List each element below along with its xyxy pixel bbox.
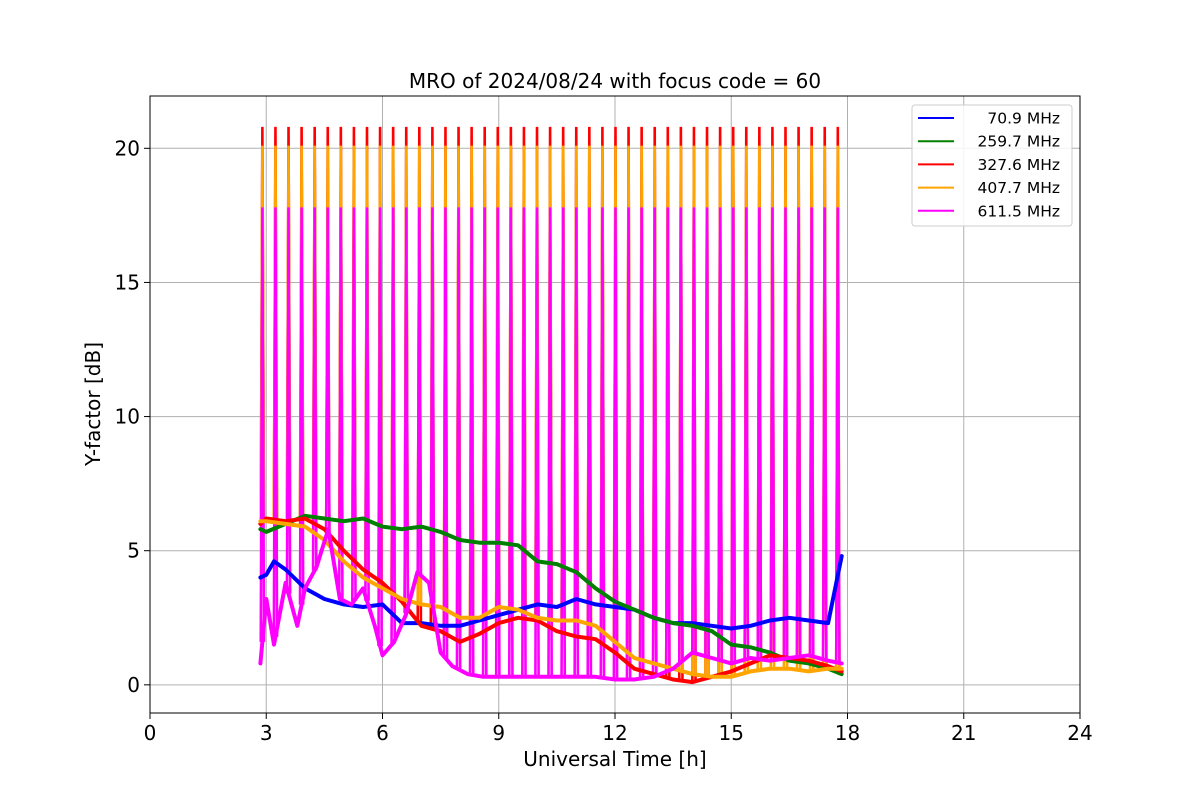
- x-tick-label: 12: [602, 721, 627, 745]
- calibration-spike: [677, 207, 684, 663]
- legend-label: 407.7 MHz: [978, 179, 1060, 197]
- x-axis-label: Universal Time [h]: [523, 747, 706, 771]
- calibration-spike: [560, 207, 567, 677]
- x-tick-label: 21: [951, 721, 976, 745]
- calibration-spike: [612, 207, 619, 680]
- series-lines: [258, 513, 844, 685]
- calibration-spike: [285, 207, 292, 594]
- calibration-spike: [625, 207, 632, 680]
- calibration-spike: [795, 207, 802, 657]
- y-tick-label: 0: [127, 673, 140, 697]
- calibration-spike: [507, 207, 514, 677]
- calibration-spike: [494, 207, 501, 677]
- calibration-spike: [599, 207, 606, 678]
- series-line: [258, 516, 844, 685]
- y-tick-label: 15: [115, 270, 140, 294]
- y-tick-label: 5: [127, 539, 140, 563]
- series-line: [258, 527, 844, 682]
- y-tick-label: 20: [115, 136, 140, 160]
- calibration-spike: [311, 207, 318, 571]
- calibration-spike: [730, 207, 737, 663]
- x-tick-label: 24: [1067, 721, 1092, 745]
- calibration-spike: [651, 207, 658, 677]
- series-line: [258, 519, 844, 679]
- calibration-spike: [298, 207, 305, 605]
- calibration-spike: [377, 207, 383, 647]
- calibration-spike: [534, 207, 540, 677]
- y-axis-ticks: 0 5 10 15 20: [115, 136, 150, 697]
- calibration-spike: [337, 207, 344, 600]
- legend-box: [911, 104, 1073, 227]
- x-tick-label: 0: [144, 721, 157, 745]
- x-tick-label: 15: [719, 721, 744, 745]
- x-tick-label: 9: [492, 721, 505, 745]
- y-tick-label: 10: [115, 405, 140, 429]
- legend: 70.9 MHz 259.7 MHz 327.6 MHz 407.7 MHz 611.5…: [911, 104, 1073, 227]
- calibration-spike: [521, 207, 527, 677]
- legend-label: 327.6 MHz: [978, 156, 1060, 174]
- calibration-spike: [704, 207, 710, 657]
- calibration-spike: [769, 207, 776, 661]
- calibration-spike: [351, 207, 357, 602]
- calibration-spike: [717, 207, 724, 661]
- calibration-spike: [390, 207, 397, 644]
- calibration-spike: [468, 207, 475, 675]
- y-axis-label: Y-factor [dB]: [81, 342, 105, 467]
- x-tick-label: 3: [260, 721, 273, 745]
- calibration-spike: [834, 207, 841, 663]
- x-axis-ticks: 0 3 6 9 12 15 18 21 24: [144, 713, 1093, 745]
- calibration-spike: [573, 207, 580, 677]
- plot-area: [258, 126, 844, 685]
- calibration-spike: [481, 207, 488, 677]
- calibration-spike: [259, 207, 266, 642]
- calibration-spike: [691, 207, 697, 654]
- calibration-spike: [756, 207, 763, 660]
- calibration-spike: [324, 207, 331, 531]
- chart-title: MRO of 2024/08/24 with focus code = 60: [409, 69, 821, 93]
- calibration-spike: [403, 207, 410, 614]
- calibration-spike: [429, 207, 436, 604]
- calibration-spike: [638, 207, 645, 679]
- calibration-spike: [808, 207, 815, 657]
- legend-label: 70.9 MHz: [987, 110, 1060, 128]
- calibration-spike: [416, 207, 423, 574]
- x-tick-label: 18: [835, 721, 860, 745]
- legend-label: 259.7 MHz: [978, 133, 1060, 151]
- calibration-spike: [821, 207, 828, 660]
- calibration-spike: [272, 207, 279, 637]
- series-line: [258, 513, 844, 677]
- calibration-spike: [743, 207, 750, 660]
- calibration-spike: [442, 207, 449, 659]
- series-line: [258, 554, 844, 631]
- calibration-spike: [547, 207, 553, 677]
- legend-label: 611.5 MHz: [978, 202, 1060, 220]
- calibration-spikes: [259, 126, 841, 682]
- calibration-spike: [782, 207, 789, 659]
- calibration-spike: [664, 207, 671, 671]
- calibration-spike: [455, 207, 462, 670]
- calibration-spike: [364, 207, 370, 601]
- calibration-spike: [586, 207, 593, 677]
- x-tick-label: 6: [376, 721, 389, 745]
